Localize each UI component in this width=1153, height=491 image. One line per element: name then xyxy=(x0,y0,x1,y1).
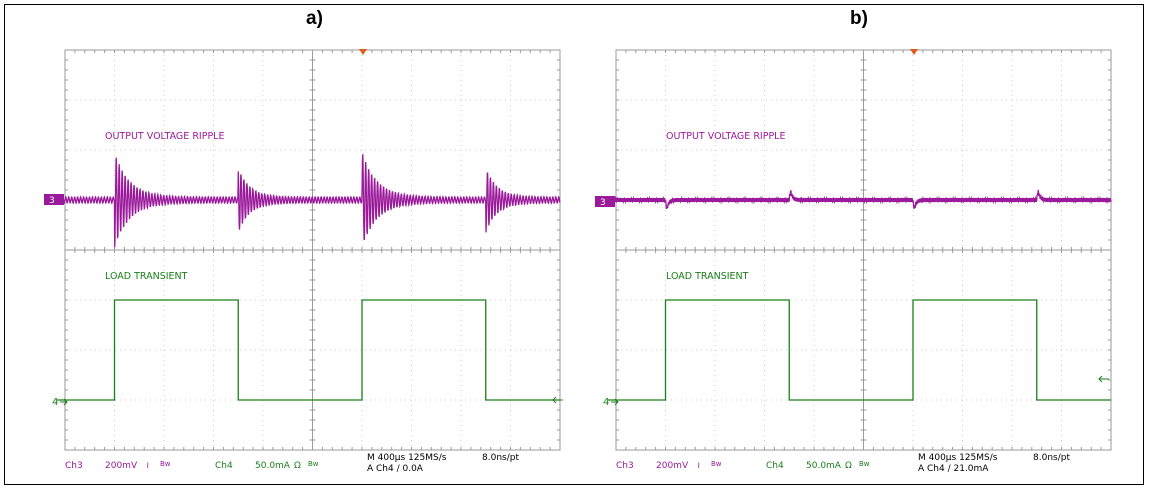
panel-a-title: a) xyxy=(306,8,323,29)
trigger-setting: A Ch4 ∕ 21.0mA xyxy=(918,464,989,474)
grid-b xyxy=(615,49,1112,451)
ch3-label: OUTPUT VOLTAGE RIPPLE xyxy=(666,131,785,142)
ch4-label: LOAD TRANSIENT xyxy=(666,271,749,282)
ch4-name: Ch4 xyxy=(766,461,784,471)
ch3-coupling-symbol: ≀ xyxy=(697,461,700,471)
ch3-scale: 200mV xyxy=(105,461,138,471)
ch4-marker-text: 4 xyxy=(603,397,609,408)
ch4-name: Ch4 xyxy=(215,461,233,471)
grid-a xyxy=(64,49,561,451)
panel-b-title: b) xyxy=(850,8,868,29)
ch3-output-ripple-trace xyxy=(44,154,561,248)
trigger-position-marker xyxy=(910,49,918,55)
timebase: M 400µs 125MS/s xyxy=(918,453,998,463)
ch3-name: Ch3 xyxy=(65,461,83,471)
ch4-load-transient-trace xyxy=(608,299,1111,401)
trigger-level-arrow xyxy=(1098,375,1109,383)
record-length: 8.0ns/pt xyxy=(482,453,519,463)
ch4-termination-symbol: Ω xyxy=(845,461,852,471)
scope-panel-b: OUTPUT VOLTAGE RIPPLE LOAD TRANSIENT 3 4… xyxy=(595,49,1112,474)
ch4-ground-marker: 4 xyxy=(52,397,68,408)
ch4-bandwidth: Bw xyxy=(859,460,870,468)
ch3-name: Ch3 xyxy=(616,461,634,471)
ch3-coupling-symbol: ≀ xyxy=(146,461,149,471)
ch3-marker-text: 3 xyxy=(49,196,55,206)
waveforms-b xyxy=(595,189,1112,401)
ch4-label: LOAD TRANSIENT xyxy=(105,271,188,282)
ch4-scale: 50.0mA xyxy=(255,461,291,471)
ch3-bandwidth: Bw xyxy=(711,460,722,468)
footer-readout: Ch3 200mV ≀ Bw Ch4 50.0mA Ω Bw M 400µs 1… xyxy=(616,453,1070,474)
record-length: 8.0ns/pt xyxy=(1033,453,1070,463)
ch4-termination-symbol: Ω xyxy=(294,461,301,471)
ch3-bandwidth: Bw xyxy=(160,460,171,468)
ch4-bandwidth: Bw xyxy=(308,460,319,468)
ch4-marker-text: 4 xyxy=(52,397,58,408)
waveforms-a xyxy=(44,154,561,401)
figure-frame xyxy=(4,4,1144,485)
ch4-scale: 50.0mA xyxy=(806,461,842,471)
ch4-ground-marker: 4 xyxy=(603,397,619,408)
ch4-load-transient-trace xyxy=(57,299,560,401)
scope-panel-a: OUTPUT VOLTAGE RIPPLE LOAD TRANSIENT 3 4… xyxy=(44,49,563,474)
ch3-scale: 200mV xyxy=(656,461,689,471)
ch3-label: OUTPUT VOLTAGE RIPPLE xyxy=(105,131,224,142)
ch3-ground-marker: 3 xyxy=(44,194,64,206)
ch3-marker-text: 3 xyxy=(600,198,606,208)
ch3-output-ripple-trace xyxy=(595,189,1112,210)
timebase: M 400µs 125MS/s xyxy=(367,453,447,463)
trigger-level-arrow xyxy=(552,396,563,404)
trigger-position-marker xyxy=(359,49,367,55)
footer-readout: Ch3 200mV ≀ Bw Ch4 50.0mA Ω Bw M 400µs 1… xyxy=(65,453,519,474)
trigger-setting: A Ch4 ∕ 0.0A xyxy=(367,464,424,474)
ch3-ground-marker: 3 xyxy=(595,196,615,208)
